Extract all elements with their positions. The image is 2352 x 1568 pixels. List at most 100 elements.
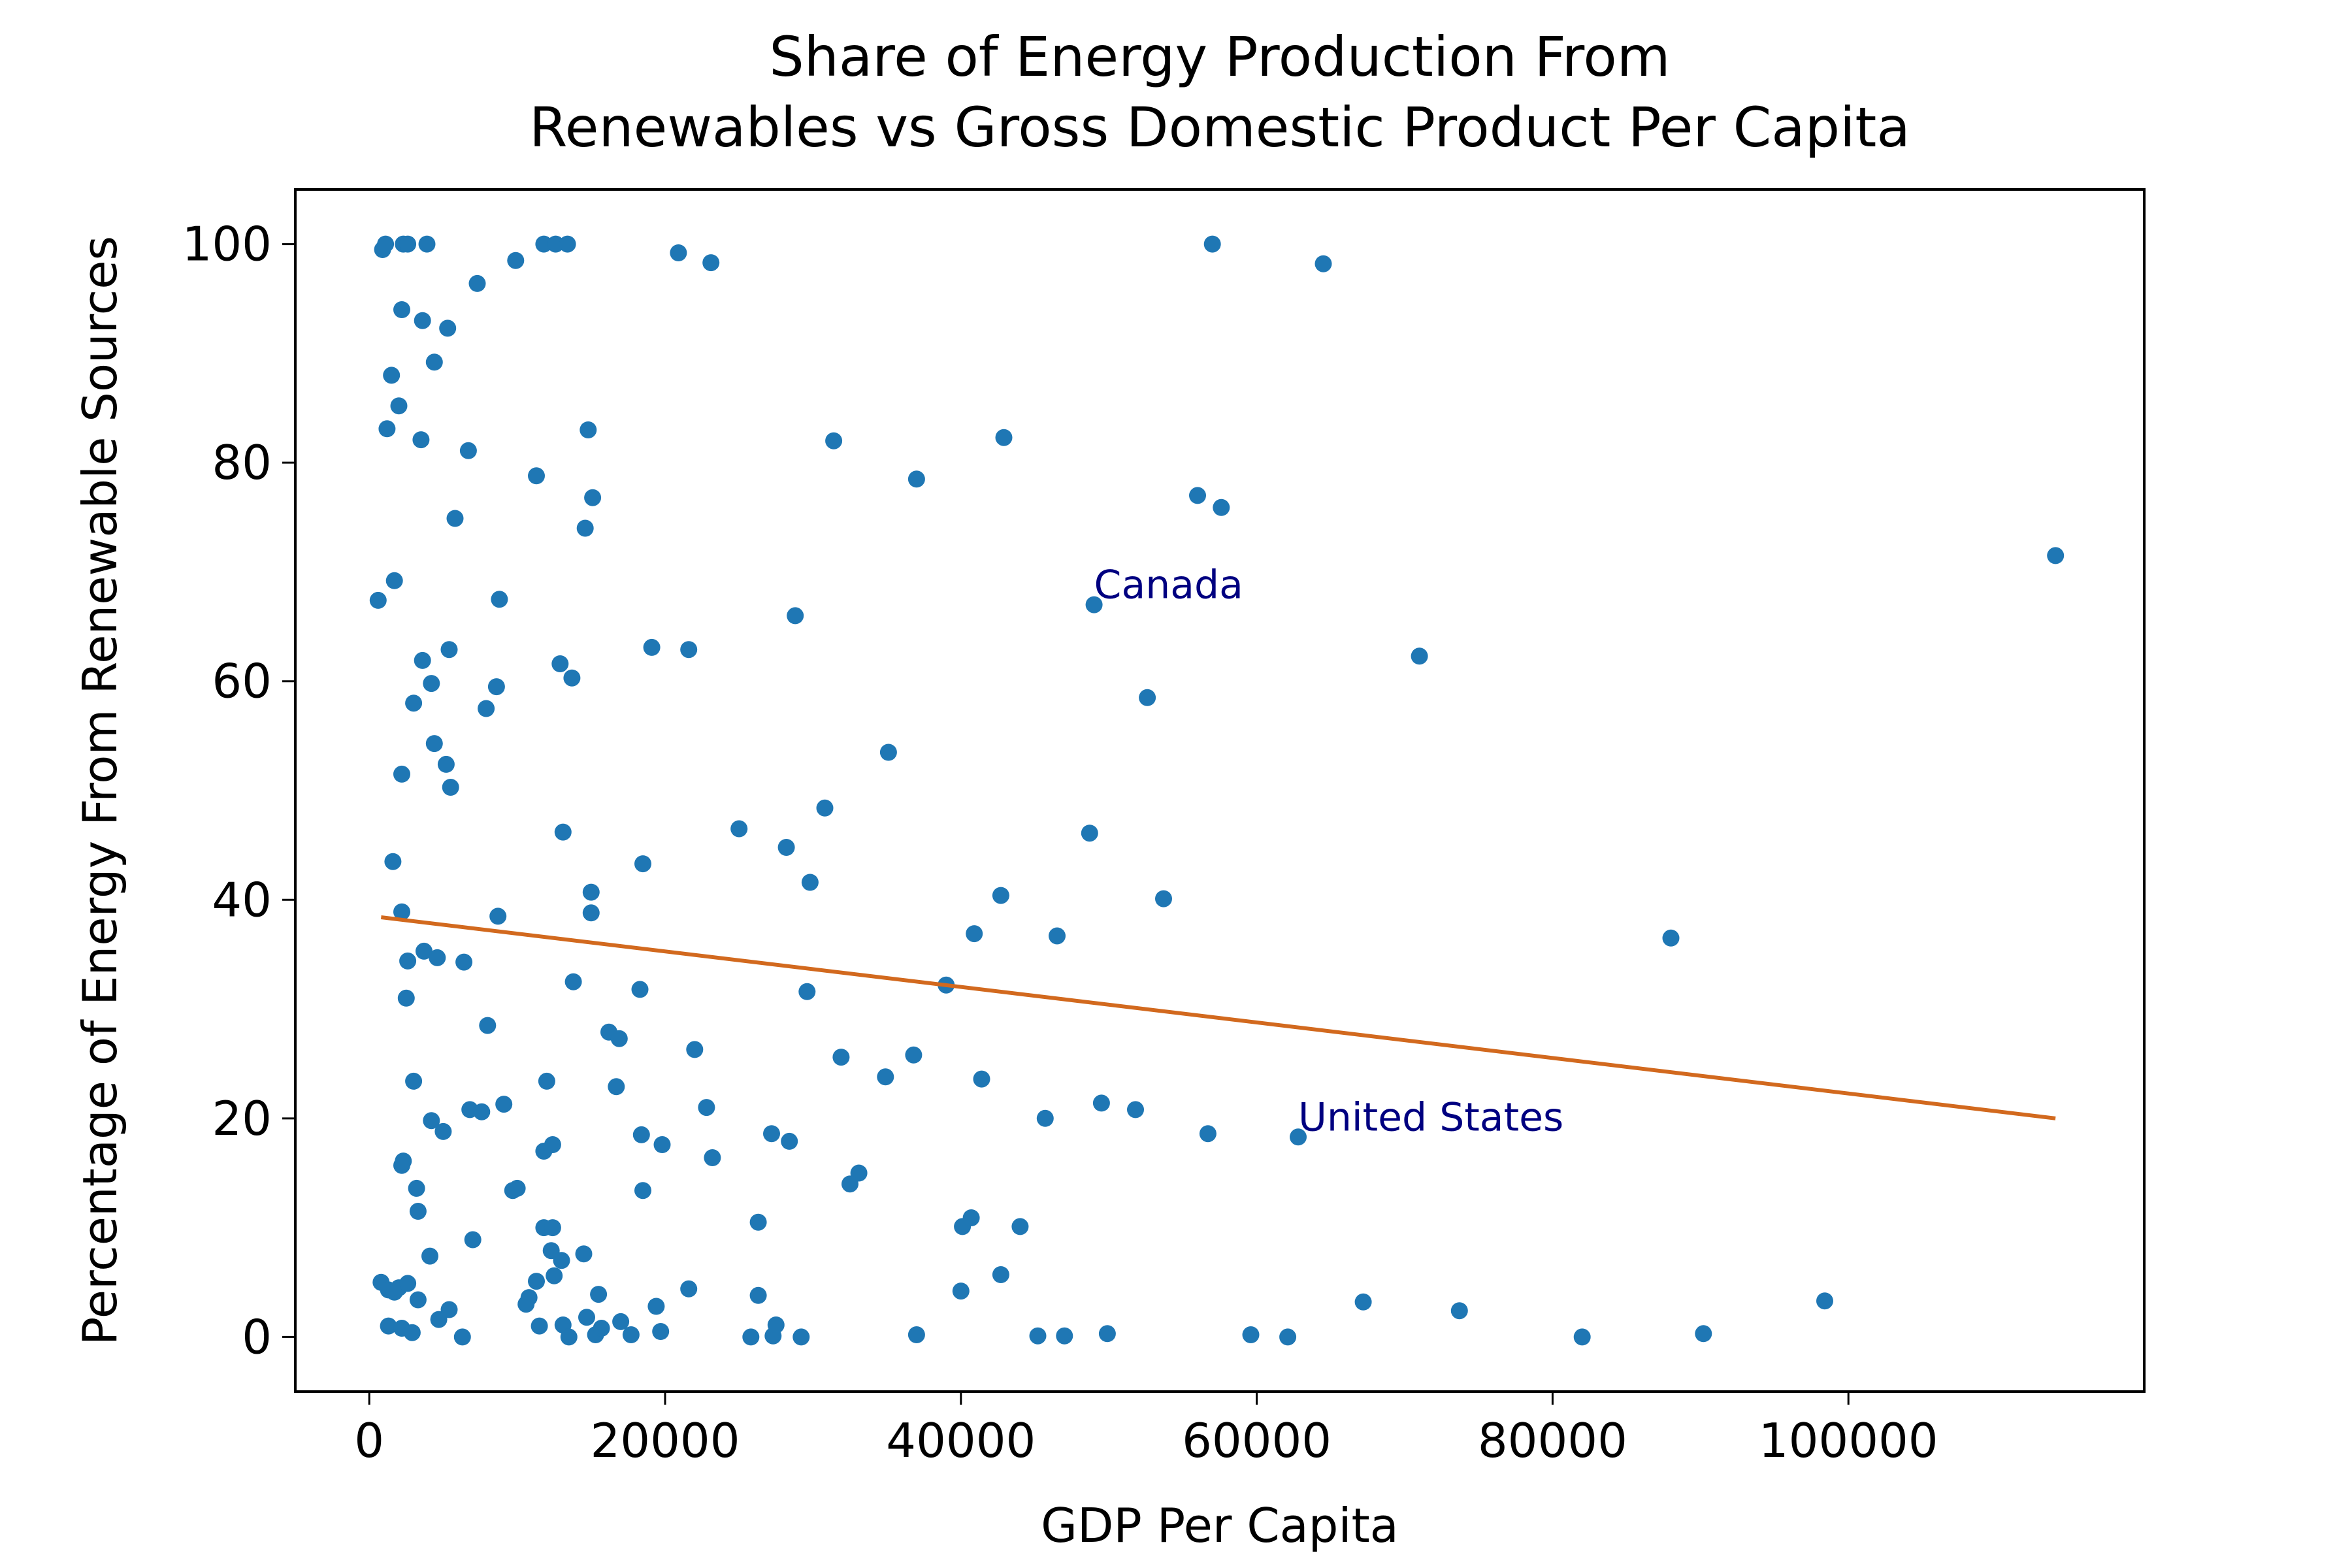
data-point bbox=[652, 1323, 670, 1340]
data-point bbox=[563, 669, 581, 687]
y-tick-label: 40 bbox=[212, 872, 272, 927]
annotations: Canada United States bbox=[1094, 563, 1564, 1141]
data-point bbox=[1816, 1292, 1833, 1310]
data-point bbox=[612, 1313, 630, 1330]
data-point bbox=[905, 1046, 923, 1064]
y-tick-label: 0 bbox=[242, 1309, 272, 1364]
data-point bbox=[584, 489, 602, 506]
trendline-group bbox=[380, 915, 2056, 1120]
data-point bbox=[749, 1213, 767, 1231]
data-point bbox=[763, 1125, 780, 1143]
data-point bbox=[787, 607, 804, 625]
data-point bbox=[966, 925, 983, 943]
data-point bbox=[816, 799, 834, 817]
y-axis: 0 20 40 60 80 100 bbox=[182, 217, 295, 1364]
data-point bbox=[1155, 890, 1172, 907]
data-point bbox=[405, 1072, 423, 1090]
data-point bbox=[491, 591, 508, 608]
data-point bbox=[610, 1030, 628, 1047]
data-point bbox=[517, 1296, 535, 1313]
data-point bbox=[634, 1182, 651, 1200]
data-point bbox=[421, 1247, 438, 1265]
data-point bbox=[487, 678, 505, 696]
data-point bbox=[559, 235, 576, 253]
data-point bbox=[995, 429, 1013, 446]
data-point bbox=[416, 942, 433, 960]
data-point bbox=[414, 651, 431, 669]
data-point bbox=[439, 319, 457, 337]
data-point bbox=[507, 252, 525, 269]
data-point bbox=[575, 1245, 593, 1263]
x-tick-label: 0 bbox=[354, 1413, 384, 1468]
data-point bbox=[593, 1320, 610, 1337]
data-point bbox=[1049, 927, 1066, 945]
data-point bbox=[1213, 498, 1230, 516]
data-point bbox=[653, 1136, 671, 1153]
data-point bbox=[547, 235, 564, 253]
data-point bbox=[1242, 1326, 1260, 1343]
data-point bbox=[749, 1286, 767, 1304]
data-point bbox=[798, 983, 816, 1000]
data-point bbox=[686, 1041, 704, 1058]
data-point bbox=[538, 1072, 555, 1090]
y-tick-label: 20 bbox=[212, 1091, 272, 1146]
data-point bbox=[446, 510, 464, 527]
data-point bbox=[704, 1149, 721, 1166]
data-point bbox=[1411, 647, 1428, 665]
data-point bbox=[2047, 547, 2065, 564]
data-point bbox=[425, 735, 443, 753]
data-point bbox=[479, 1017, 497, 1034]
data-point bbox=[478, 700, 495, 717]
data-point bbox=[399, 235, 417, 253]
chart-title-line: Renewables vs Gross Domestic Product Per… bbox=[529, 95, 1910, 159]
chart-title-line: Share of Energy Production From bbox=[769, 25, 1670, 89]
data-point bbox=[1085, 596, 1103, 613]
data-point bbox=[590, 1286, 608, 1303]
x-tick-label: 20000 bbox=[590, 1413, 740, 1468]
data-point bbox=[643, 638, 661, 656]
trend-line bbox=[380, 915, 2056, 1120]
data-point bbox=[702, 254, 720, 272]
x-axis-label: GDP Per Capita bbox=[1041, 1498, 1399, 1553]
data-point bbox=[781, 1132, 798, 1150]
data-point bbox=[380, 1317, 397, 1335]
data-point bbox=[468, 274, 486, 292]
data-point bbox=[395, 1152, 412, 1170]
data-point bbox=[631, 981, 649, 998]
data-point bbox=[553, 1252, 570, 1269]
data-point bbox=[544, 1219, 561, 1237]
data-point bbox=[378, 420, 396, 438]
data-point bbox=[992, 1266, 1009, 1283]
data-point bbox=[825, 432, 843, 449]
data-point bbox=[535, 1143, 553, 1160]
data-point bbox=[393, 765, 410, 783]
data-point bbox=[423, 1112, 440, 1130]
data-point bbox=[992, 887, 1009, 904]
data-point bbox=[440, 1301, 458, 1318]
data-point bbox=[393, 903, 410, 921]
y-tick-label: 100 bbox=[182, 217, 272, 272]
data-point bbox=[1098, 1325, 1116, 1343]
y-axis-label: Percentage of Energy From Renewable Sour… bbox=[73, 236, 127, 1345]
data-point bbox=[647, 1298, 665, 1315]
data-point bbox=[418, 235, 436, 253]
data-point bbox=[495, 1096, 513, 1113]
plot-frame bbox=[294, 188, 2146, 1393]
chart-title: Share of Energy Production FromRenewable… bbox=[529, 25, 1910, 159]
data-point bbox=[383, 367, 400, 384]
data-point bbox=[1056, 1327, 1073, 1345]
x-tick-label: 60000 bbox=[1182, 1413, 1331, 1468]
data-point bbox=[1695, 1325, 1712, 1343]
data-point bbox=[464, 1231, 482, 1249]
data-point bbox=[1290, 1128, 1307, 1146]
data-point bbox=[767, 1316, 785, 1333]
data-point bbox=[369, 591, 387, 609]
data-point bbox=[473, 1103, 491, 1120]
data-point bbox=[582, 904, 600, 922]
data-point bbox=[442, 779, 459, 796]
y-tick-label: 80 bbox=[212, 435, 272, 490]
data-point bbox=[409, 1291, 427, 1309]
data-point bbox=[1092, 1094, 1110, 1112]
data-point bbox=[393, 301, 410, 318]
data-point bbox=[680, 1280, 698, 1298]
